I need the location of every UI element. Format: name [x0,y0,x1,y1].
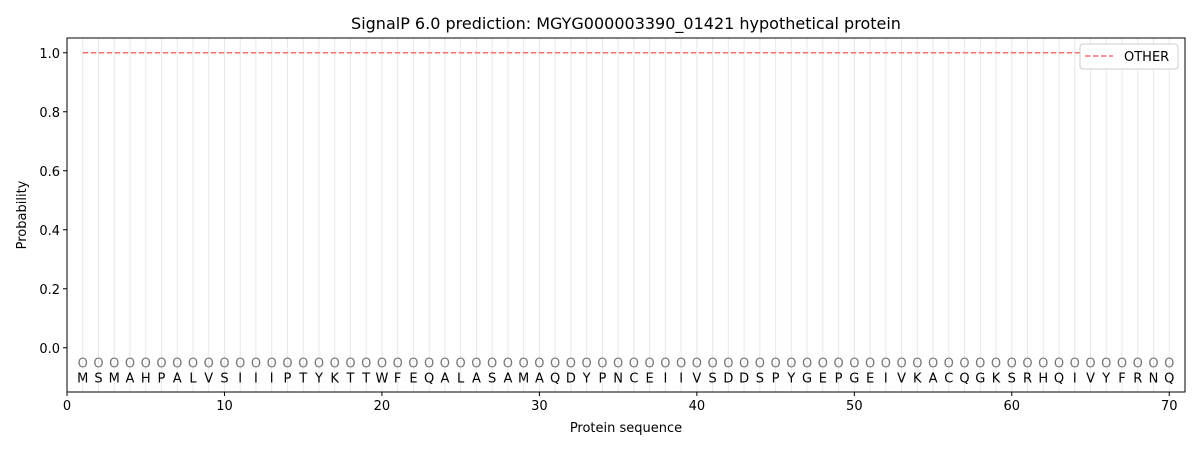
residue-letter: S [756,371,764,386]
residue-letter: A [440,371,449,386]
residue-letter: A [535,371,544,386]
residue-letter: W [375,371,388,386]
residue-letter: Q [1054,371,1064,386]
residue-letter: N [1149,371,1159,386]
residue-letter: L [189,371,197,386]
residue-letter: I [679,371,683,386]
residue-letter: V [204,371,213,386]
y-tick-label: 0.0 [39,342,60,357]
residue-letter: K [913,371,922,386]
x-tick-label: 60 [1004,399,1021,414]
x-tick-label: 40 [689,399,706,414]
residue-letter: G [802,371,812,386]
legend: OTHER [1079,43,1179,70]
y-tick-label: 1.0 [39,47,60,62]
residue-letter: C [944,371,953,386]
residue-letter: T [345,371,354,386]
residue-letter: D [723,371,733,386]
residue-letter: N [613,371,623,386]
x-tick-label: 10 [216,399,233,414]
residue-letter: S [708,371,716,386]
residue-letter: K [330,371,339,386]
residue-letter: A [929,371,938,386]
residue-letter: M [109,371,120,386]
legend-label-other: OTHER [1124,50,1169,65]
residue-letter: M [518,371,529,386]
residue-letter: A [173,371,182,386]
x-tick-label: 50 [846,399,863,414]
residue-letter: P [835,371,843,386]
residue-letter: E [819,371,827,386]
residue-letter: Q [1164,371,1174,386]
y-tick-label: 0.8 [39,106,60,121]
residue-letter: P [772,371,780,386]
residue-letter: E [409,371,417,386]
residue-letter: Q [550,371,560,386]
residue-letter: P [598,371,606,386]
residue-letter: M [77,371,88,386]
residue-letter: Y [582,371,591,386]
residue-letter: Q [424,371,434,386]
residue-letter: P [158,371,166,386]
y-tick-label: 0.4 [39,224,60,239]
residue-letter: I [270,371,274,386]
residue-letter: S [488,371,496,386]
residue-letter: V [1086,371,1095,386]
residue-letter: S [94,371,102,386]
residue-letter: F [394,371,401,386]
x-axis-label: Protein sequence [570,421,682,436]
residue-letter: I [1073,371,1077,386]
residue-letter: K [992,371,1001,386]
residue-letter: Y [314,371,323,386]
residue-letter: I [884,371,888,386]
residue-letter: Y [1101,371,1110,386]
residue-gridlines [82,38,1170,392]
residue-letter: Q [959,371,969,386]
residue-letter: S [220,371,228,386]
residue-letter: R [1023,371,1032,386]
x-tick-label: 70 [1161,399,1178,414]
residue-letter: A [126,371,135,386]
residue-letter: V [897,371,906,386]
residue-letter: H [1038,371,1048,386]
y-tick-label: 0.6 [39,165,60,180]
residue-letter: G [849,371,859,386]
residue-letter: S [1008,371,1016,386]
residue-letter: D [566,371,576,386]
residue-letter: A [503,371,512,386]
residue-letter: I [238,371,242,386]
residue-letter: L [457,371,465,386]
x-tick-label: 20 [374,399,391,414]
residue-letter: I [254,371,258,386]
y-tick-label: 0.2 [39,283,60,298]
residue-letter: H [141,371,151,386]
residue-letter: G [975,371,985,386]
residue-letter: P [284,371,292,386]
residue-letter: Y [786,371,795,386]
residue-letter: E [866,371,874,386]
x-tick-label: 0 [63,399,71,414]
residue-letter: D [739,371,749,386]
predicted-labels: OOOOOOOOOOOOOOOOOOOOOOOOOOOOOOOOOOOOOOOO… [78,357,1175,372]
residue-letter: R [1133,371,1142,386]
plot-frame [66,37,1186,393]
residue-letter: T [361,371,370,386]
residue-letter: E [646,371,654,386]
x-axis-ticks: 0 10 20 30 40 50 60 70 [63,392,1178,414]
y-axis-ticks: 0.0 0.2 0.4 0.6 0.8 1.0 [39,47,67,357]
residue-letter: A [472,371,481,386]
residue-letter: F [1118,371,1125,386]
residue-letter: I [663,371,667,386]
residue-letter: C [629,371,638,386]
x-tick-label: 30 [531,399,548,414]
y-axis-label: Probability [15,180,30,249]
chart-title: SignalP 6.0 prediction: MGYG000003390_01… [351,14,901,34]
residue-letter: V [692,371,701,386]
residue-letter: T [298,371,307,386]
legend-box [1079,43,1179,70]
